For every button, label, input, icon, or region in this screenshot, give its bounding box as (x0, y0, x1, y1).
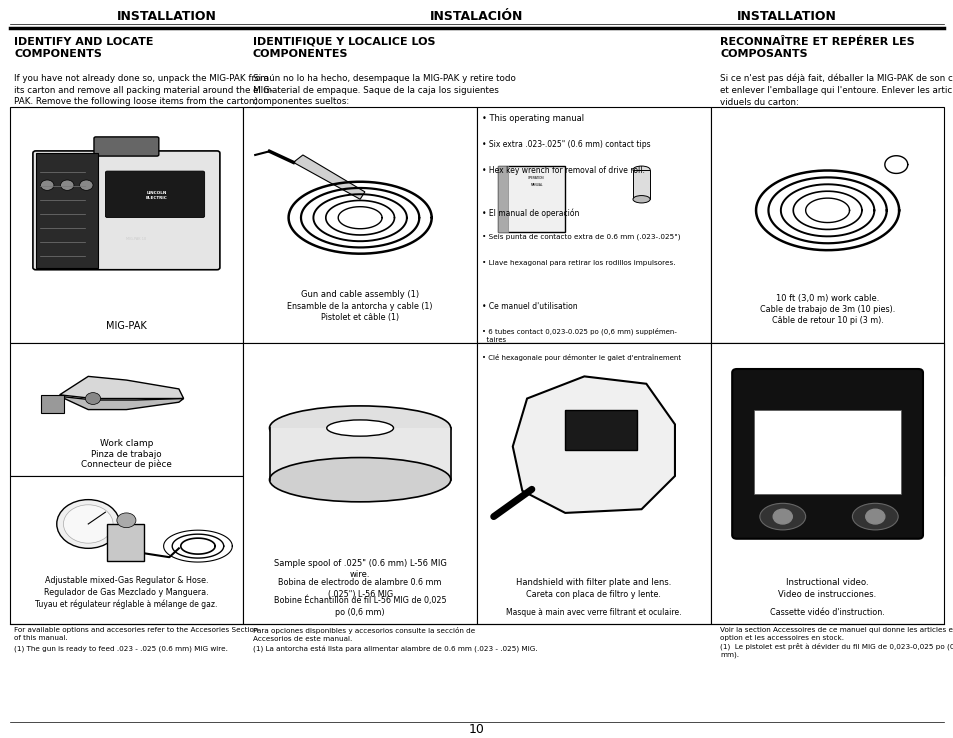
Ellipse shape (269, 406, 450, 450)
Bar (107, 524, 143, 561)
Text: • Ce manuel d'utilisation: • Ce manuel d'utilisation (481, 302, 577, 311)
Text: Masque à main avec verre filtrant et oculaire.: Masque à main avec verre filtrant et ocu… (506, 608, 680, 617)
Bar (753, 410, 900, 494)
Text: Ensamble de la antorcha y cable (1): Ensamble de la antorcha y cable (1) (287, 302, 433, 311)
Ellipse shape (633, 196, 650, 203)
FancyBboxPatch shape (105, 171, 205, 218)
Text: • Llave hexagonal para retirar los rodillos impulsores.: • Llave hexagonal para retirar los rodil… (481, 260, 675, 266)
Text: 10: 10 (469, 723, 484, 736)
Text: • 6 tubes contact 0,023-0.025 po (0,6 mm) supplémen-
  taires: • 6 tubes contact 0,023-0.025 po (0,6 mm… (481, 328, 676, 342)
Bar (710, 343, 943, 476)
Text: Bobina de electrodo de alambre 0.6 mm
(.025") L-56 MIG: Bobina de electrodo de alambre 0.6 mm (.… (278, 579, 441, 599)
Bar (476, 343, 710, 476)
Polygon shape (59, 396, 183, 410)
Text: Pistolet et câble (1): Pistolet et câble (1) (321, 313, 398, 322)
Bar (269, 428, 450, 480)
Circle shape (40, 180, 54, 190)
Text: • Six extra .023-.025" (0.6 mm) contact tips: • Six extra .023-.025" (0.6 mm) contact … (481, 140, 650, 149)
Text: Video de instrucciones.: Video de instrucciones. (778, 590, 876, 599)
Polygon shape (513, 376, 674, 513)
FancyBboxPatch shape (32, 151, 219, 269)
Text: INSTALLATION: INSTALLATION (117, 10, 216, 23)
Text: Tuyau et régulateur réglable à mélange de gaz.: Tuyau et régulateur réglable à mélange d… (35, 599, 217, 609)
FancyBboxPatch shape (93, 137, 158, 156)
Bar (10, 476, 243, 624)
Polygon shape (294, 155, 364, 199)
Text: Regulador de Gas Mezclado y Manguera.: Regulador de Gas Mezclado y Manguera. (44, 588, 209, 597)
Text: Si ce n'est pas déjà fait, déballer la MIG-PAK de son carton
et enlever l'emball: Si ce n'est pas déjà fait, déballer la M… (720, 74, 953, 107)
Text: (1) The gun is ready to feed .023 - .025 (0.6 mm) MIG wire.: (1) The gun is ready to feed .023 - .025… (14, 646, 228, 652)
Text: (1)  Le pistolet est prêt à dévider du fil MIG de 0,023-0,025 po (0,6
mm).: (1) Le pistolet est prêt à dévider du fi… (720, 642, 953, 658)
Text: Connecteur de pièce: Connecteur de pièce (81, 460, 172, 469)
Text: Bobine Échantillon de fil L-56 MIG de 0,025
po (0,6 mm): Bobine Échantillon de fil L-56 MIG de 0,… (274, 596, 446, 617)
Text: Si aún no lo ha hecho, desempaque la MIG-PAK y retire todo
el material de empaqu: Si aún no lo ha hecho, desempaque la MIG… (253, 74, 516, 106)
Ellipse shape (326, 420, 393, 436)
Circle shape (56, 500, 120, 548)
Text: Adjustable mixed-Gas Regulator & Hose.: Adjustable mixed-Gas Regulator & Hose. (45, 576, 208, 585)
Text: OPERATION: OPERATION (528, 176, 544, 180)
Text: Câble de retour 10 pi (3 m).: Câble de retour 10 pi (3 m). (771, 317, 882, 325)
Bar (243, 107, 476, 343)
Text: Voir la section Accessoires de ce manuel qui donne les articles en
option et les: Voir la section Accessoires de ce manuel… (720, 627, 953, 641)
Bar (10, 107, 243, 343)
Text: INSTALACIÓN: INSTALACIÓN (430, 10, 523, 23)
Bar (36, 154, 98, 267)
Text: LINCOLN
ELECTRIC: LINCOLN ELECTRIC (146, 191, 168, 200)
Text: Cassette vidéo d'instruction.: Cassette vidéo d'instruction. (769, 608, 884, 617)
Text: 10 ft (3,0 m) work cable.: 10 ft (3,0 m) work cable. (775, 294, 879, 303)
Circle shape (79, 180, 92, 190)
Ellipse shape (633, 166, 650, 173)
Text: Instructional video.: Instructional video. (785, 578, 868, 587)
Text: Handshield with filter plate and lens.: Handshield with filter plate and lens. (516, 578, 671, 587)
Ellipse shape (759, 503, 804, 530)
Polygon shape (59, 376, 183, 399)
Bar (243, 343, 476, 624)
Text: IDENTIFY AND LOCATE
COMPONENTS: IDENTIFY AND LOCATE COMPONENTS (14, 37, 153, 59)
Text: Pinza de trabajo: Pinza de trabajo (91, 450, 162, 459)
Bar (498, 166, 508, 232)
Ellipse shape (852, 503, 897, 530)
Text: • This operating manual: • This operating manual (481, 114, 583, 123)
Text: • El manual de operación: • El manual de operación (481, 208, 578, 218)
Text: MIG-PAK 10: MIG-PAK 10 (126, 237, 147, 241)
Bar (476, 107, 710, 343)
Text: • Clé hexagonale pour démonter le galet d'entraînement: • Clé hexagonale pour démonter le galet … (481, 354, 680, 360)
Circle shape (865, 509, 883, 524)
Bar (10, 343, 243, 476)
Bar (498, 166, 564, 232)
Text: MANUAL: MANUAL (530, 182, 542, 187)
Text: RECONNAÎTRE ET REPÉRER LES
COMPOSANTS: RECONNAÎTRE ET REPÉRER LES COMPOSANTS (720, 37, 914, 59)
Ellipse shape (269, 458, 450, 502)
Text: If you have not already done so, unpack the MIG-PAK from
its carton and remove a: If you have not already done so, unpack … (14, 74, 273, 106)
Text: Sample spool of .025" (0.6 mm) L-56 MIG
wire.: Sample spool of .025" (0.6 mm) L-56 MIG … (274, 559, 446, 579)
Text: For available options and accesories refer to the Accesories Section
of this man: For available options and accesories ref… (14, 627, 258, 641)
Bar (633, 170, 650, 199)
Circle shape (63, 505, 112, 543)
Text: Cable de trabajo de 3m (10 pies).: Cable de trabajo de 3m (10 pies). (760, 306, 894, 314)
Bar (564, 410, 637, 450)
Bar (476, 343, 710, 624)
FancyBboxPatch shape (731, 369, 922, 539)
Circle shape (116, 513, 135, 528)
Circle shape (772, 509, 791, 524)
Bar (710, 107, 943, 343)
Bar (40, 395, 65, 413)
Text: • Seis punta de contacto extra de 0.6 mm (.023-.025"): • Seis punta de contacto extra de 0.6 mm… (481, 234, 679, 241)
Text: Work clamp: Work clamp (100, 439, 152, 448)
Text: MIG-PAK: MIG-PAK (106, 321, 147, 331)
Circle shape (85, 393, 101, 404)
Text: INSTALLATION: INSTALLATION (737, 10, 836, 23)
Circle shape (61, 180, 74, 190)
Text: Gun and cable assembly (1): Gun and cable assembly (1) (301, 290, 418, 299)
Text: • Hex key wrench for removal of drive roll.: • Hex key wrench for removal of drive ro… (481, 166, 644, 175)
Text: Careta con placa de filtro y lente.: Careta con placa de filtro y lente. (526, 590, 660, 599)
Text: (1) La antorcha está lista para alimentar alambre de 0.6 mm (.023 - .025) MIG.: (1) La antorcha está lista para alimenta… (253, 646, 537, 652)
Bar (710, 343, 943, 624)
Text: Para opciones disponibles y accesorios consulte la sección de
Accesorios de este: Para opciones disponibles y accesorios c… (253, 627, 475, 642)
Text: IDENTIFIQUE Y LOCALICE LOS
COMPONENTES: IDENTIFIQUE Y LOCALICE LOS COMPONENTES (253, 37, 435, 59)
